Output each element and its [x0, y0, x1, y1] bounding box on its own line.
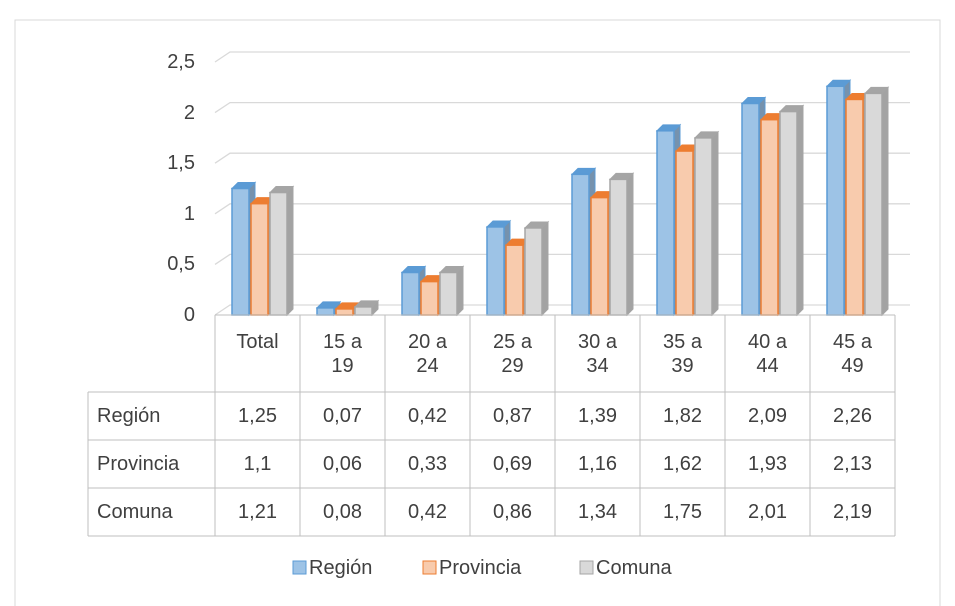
- legend-swatch: [422, 560, 437, 575]
- x-tick-label: 40 a 44: [748, 331, 787, 377]
- bar-face: [571, 173, 590, 316]
- grid-line: [214, 203, 910, 215]
- bar-face: [250, 202, 269, 316]
- table-cell: 0,33: [408, 453, 447, 475]
- bar-face: [269, 191, 288, 316]
- bar-face: [656, 130, 675, 316]
- table-cell: 1,21: [238, 501, 277, 523]
- grid-line: [214, 253, 910, 265]
- bar-face: [335, 308, 354, 316]
- table-cell: 0,86: [493, 501, 532, 523]
- bar: [523, 220, 550, 317]
- table-cell: 0,08: [323, 501, 362, 523]
- table-cell: 0,42: [408, 405, 447, 427]
- bar-face: [675, 150, 694, 316]
- bar: [268, 185, 295, 317]
- table-cell: 2,13: [833, 453, 872, 475]
- table-cell: 0,06: [323, 453, 362, 475]
- bar-face: [286, 185, 294, 317]
- bar: [693, 130, 720, 317]
- bar-face: [626, 172, 634, 317]
- table-cell: 0,07: [323, 405, 362, 427]
- bar-face: [524, 227, 543, 316]
- bar-face: [316, 307, 335, 316]
- bar-face: [881, 86, 889, 317]
- x-tick-label: 35 a 39: [663, 331, 702, 377]
- bar-face: [590, 196, 609, 316]
- bar-face: [694, 137, 713, 316]
- table-cell: 1,82: [663, 405, 702, 427]
- table-cell: 2,19: [833, 501, 872, 523]
- legend-label: Comuna: [596, 557, 672, 579]
- bar-face: [864, 92, 883, 316]
- y-tick-label: 1: [183, 202, 195, 225]
- x-tick-label: 45 a 49: [833, 331, 872, 377]
- bar-face: [826, 85, 845, 316]
- table-cell: 2,26: [833, 405, 872, 427]
- legend-label: Región: [309, 557, 373, 579]
- x-tick-label: Total: [236, 331, 279, 353]
- table-cell: 1,1: [243, 453, 272, 475]
- grid-line: [214, 101, 910, 114]
- bar: [778, 104, 805, 317]
- table-row-label: Provincia: [97, 453, 180, 475]
- chart-border: [14, 19, 941, 606]
- bar-face: [779, 110, 798, 316]
- bar-face: [796, 104, 804, 317]
- bar: [608, 172, 635, 317]
- table-cell: 2,09: [748, 405, 787, 427]
- table-cell: 0,42: [408, 501, 447, 523]
- x-tick-label: 25 a 29: [493, 331, 532, 377]
- table-row-label: Región: [97, 405, 161, 427]
- bar-face: [354, 306, 373, 316]
- y-tick-label: 0,5: [167, 253, 195, 276]
- table-cell: 2,01: [748, 501, 787, 523]
- bar-face: [420, 280, 439, 316]
- bar-face: [845, 98, 864, 316]
- bar-face: [741, 102, 760, 316]
- x-tick-label: 20 a 24: [408, 331, 447, 377]
- y-tick-label: 2: [183, 101, 195, 124]
- table-cell: 1,25: [238, 405, 277, 427]
- grid-line: [214, 152, 910, 164]
- table-cell: 1,93: [748, 453, 787, 475]
- bar-face: [486, 226, 505, 316]
- table-cell: 1,16: [578, 453, 617, 475]
- table-cell: 0,69: [493, 453, 532, 475]
- x-tick-label: 15 a 19: [323, 331, 362, 377]
- bar-face: [760, 118, 779, 316]
- bar-face: [711, 130, 719, 317]
- table-row-label: Comuna: [97, 501, 173, 523]
- bar-face: [609, 178, 628, 316]
- bar-face: [439, 271, 458, 316]
- legend-swatch: [579, 560, 594, 575]
- grid-line: [214, 51, 910, 63]
- table-cell: 1,39: [578, 405, 617, 427]
- x-tick-label: 30 a 34: [578, 331, 617, 377]
- bar: [438, 265, 465, 317]
- legend-swatch: [292, 560, 307, 575]
- table-cell: 1,75: [663, 501, 702, 523]
- bar-face: [401, 271, 420, 316]
- bar-face: [456, 265, 464, 317]
- bar: [863, 86, 890, 317]
- table-cell: 1,34: [578, 501, 617, 523]
- y-tick-label: 1,5: [167, 152, 195, 175]
- bar-face: [505, 244, 524, 316]
- y-tick-label: 0: [183, 304, 195, 326]
- legend-label: Provincia: [439, 557, 522, 579]
- bar-face: [231, 187, 250, 316]
- bar: [353, 299, 380, 317]
- table-cell: 0,87: [493, 405, 532, 427]
- table-cell: 1,62: [663, 453, 702, 475]
- y-tick-label: 2,5: [167, 51, 195, 73]
- bar-face: [541, 220, 549, 317]
